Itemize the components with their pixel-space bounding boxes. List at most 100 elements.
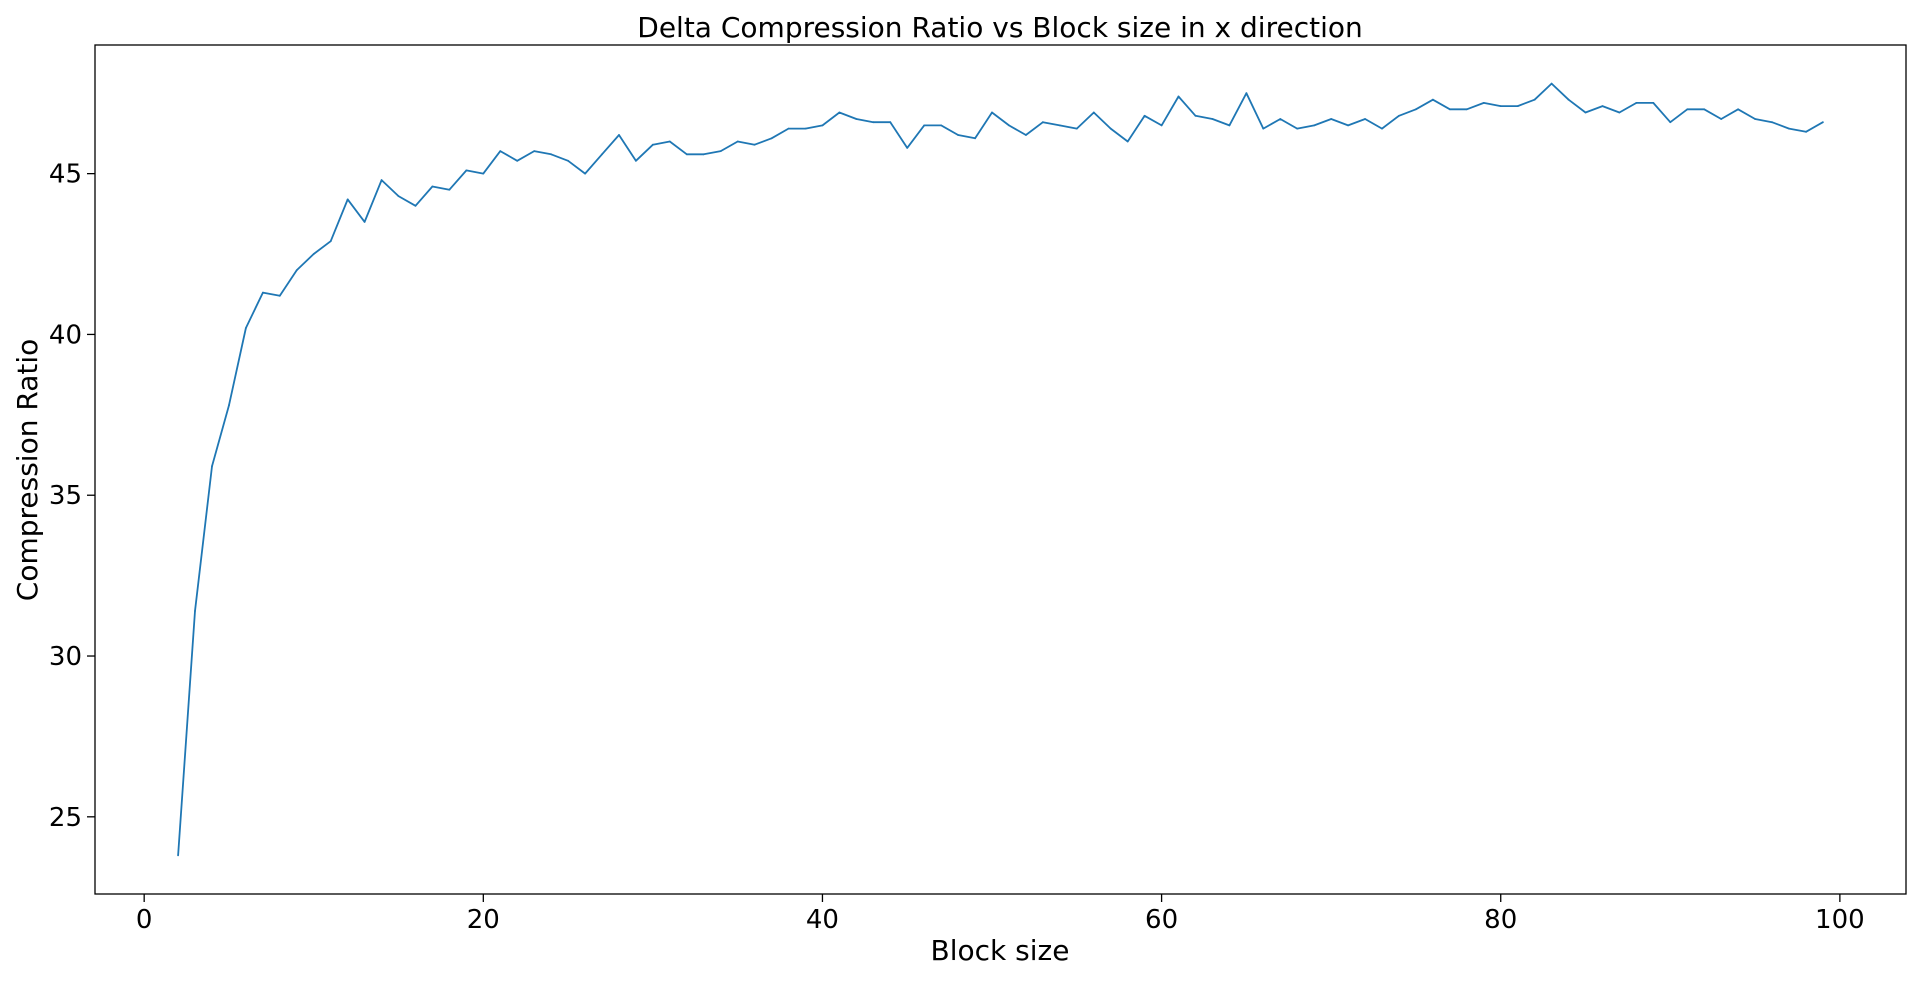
data-point [533,150,536,153]
data-point [601,153,603,156]
data-point [228,404,230,407]
data-point [974,137,976,140]
data-point [1279,118,1282,120]
data-point [1211,118,1214,120]
data-point [431,185,434,188]
data-point [499,150,502,153]
chart-title: Delta Compression Ratio vs Block size in… [637,11,1362,44]
x-tick-label: 80 [1484,905,1517,935]
data-point [1516,105,1519,107]
data-point [1822,121,1824,124]
data-point [1482,102,1485,104]
data-point [1262,127,1265,130]
data-point [1042,121,1044,124]
x-tick-label: 0 [136,905,153,935]
data-point [1771,121,1773,124]
data-point [584,172,586,175]
data-point [1550,82,1553,85]
data-point [448,188,451,191]
data-point [1143,114,1146,117]
data-point [1449,108,1451,111]
data-point [397,195,400,198]
data-point [1364,118,1366,120]
x-tick-label: 60 [1145,905,1178,935]
data-point [635,159,637,162]
data-point [1432,98,1434,101]
y-tick-label: 40 [49,320,82,350]
data-point [1567,98,1570,101]
data-point [211,465,213,468]
data-point [1618,111,1621,114]
data-point [1296,127,1299,130]
x-axis: 0 20 40 60 80 100 [136,894,1865,935]
data-point [787,127,790,130]
data-point [567,159,569,162]
data-point [262,291,264,294]
data-point [719,150,722,153]
series-line [177,82,1824,856]
data-point [1245,92,1248,95]
data-point [685,153,688,156]
data-point [1652,102,1655,104]
series-layer [177,82,1824,857]
data-point [1720,118,1723,120]
data-point [1805,130,1807,133]
data-point [1754,118,1756,120]
data-point [821,124,824,127]
data-point [618,134,620,136]
x-tick-label: 20 [467,905,500,935]
data-point [838,111,841,114]
data-point [1092,111,1095,114]
data-point [872,121,875,124]
data-point [1669,121,1672,124]
data-point [245,327,247,329]
data-point [1465,108,1468,111]
x-tick-label: 40 [806,905,839,935]
data-point [1737,108,1739,111]
y-axis: 25 30 35 40 45 [49,160,95,833]
data-point [889,121,892,124]
data-point [1058,124,1061,127]
data-point [1499,105,1502,107]
data-point [516,159,519,162]
plot-area [94,44,1907,895]
y-tick-label: 35 [49,481,82,511]
data-point [482,172,485,175]
data-point [1601,105,1604,107]
data-point [380,179,383,182]
data-point [855,118,858,120]
data-point [363,221,366,223]
data-point [1703,108,1706,111]
data-point [550,153,552,156]
data-point [652,143,654,146]
data-point [1075,127,1078,130]
data-point [346,198,349,201]
data-point [295,269,298,271]
data-point [668,140,671,143]
data-point [1194,114,1197,117]
data-point [770,137,773,140]
data-point [1025,134,1027,136]
data-point [906,147,909,149]
data-point [736,140,739,143]
data-point [1160,124,1163,127]
data-point [923,124,926,127]
y-axis-label: Compression Ratio [11,339,44,601]
data-point [1788,127,1790,130]
plot-border [94,44,1907,895]
data-point [1635,102,1638,104]
y-tick-label: 25 [49,803,82,833]
x-tick-label: 100 [1815,905,1865,935]
data-point [465,169,468,172]
data-point [1398,114,1400,117]
data-point [177,854,180,857]
data-point [1415,108,1417,111]
data-point [1109,127,1112,130]
data-point [1347,124,1349,127]
data-point [957,134,959,136]
data-point [1313,124,1316,127]
data-point [1330,118,1333,120]
data-point [1008,124,1010,127]
